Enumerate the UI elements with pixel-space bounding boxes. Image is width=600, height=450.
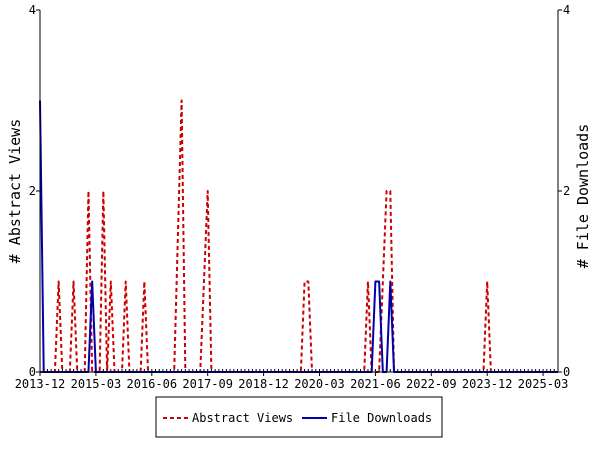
- legend: Abstract Views File Downloads: [155, 396, 443, 438]
- x-tick-label: 2023-12: [462, 377, 513, 391]
- legend-box: [155, 396, 443, 438]
- x-tick-label: 2022-09: [406, 377, 457, 391]
- y-axis-title-left: # Abstract Views: [6, 119, 24, 264]
- x-tick-labels: 2013-12 2015-03 2016-06 2017-09 2018-12 2020-…: [15, 372, 569, 391]
- x-tick-label: 2017-09: [182, 377, 233, 391]
- y-left-tick-label: 0: [29, 365, 36, 379]
- y-right-tick-label: 2: [563, 184, 570, 198]
- y-left-tick-label: 2: [29, 184, 36, 198]
- x-tick-label: 2020-03: [294, 377, 345, 391]
- plot-area: 0 2 4 0 2 4 2013-12 2015-03 2016-06 2017-09 2018…: [15, 3, 571, 391]
- y-right-tick-label: 0: [563, 365, 570, 379]
- legend-label-file-downloads: File Downloads: [331, 411, 432, 425]
- x-tick-label: 2015-03: [71, 377, 122, 391]
- x-tick-label: 2018-12: [238, 377, 289, 391]
- x-tick-label: 2025-03: [518, 377, 569, 391]
- legend-label-abstract-views: Abstract Views: [192, 411, 293, 425]
- x-tick-label: 2016-06: [127, 377, 178, 391]
- y-left-tick-label: 4: [29, 3, 36, 17]
- x-tick-label: 2013-12: [15, 377, 66, 391]
- y-right-tick-label: 4: [563, 3, 570, 17]
- y-left-ticks: 0 2 4: [29, 3, 40, 379]
- x-tick-label: 2021-06: [350, 377, 401, 391]
- y-right-ticks: 0 2 4: [558, 3, 570, 379]
- y-axis-title-right: # File Downloads: [574, 124, 592, 269]
